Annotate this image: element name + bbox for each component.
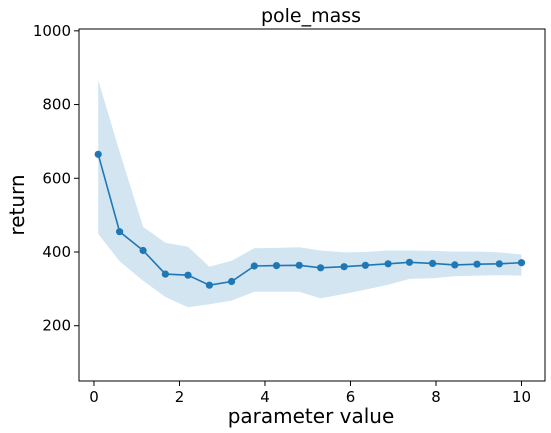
data-point (405, 258, 414, 266)
data-point (184, 271, 192, 279)
data-point (517, 259, 526, 267)
data-point (340, 263, 348, 271)
data-point (116, 228, 124, 236)
series-line-layer (97, 154, 522, 287)
data-point-layer (94, 150, 526, 289)
data-point (495, 260, 503, 268)
data-point (384, 260, 392, 268)
data-point (361, 261, 369, 269)
data-point (228, 277, 236, 286)
x-tick-label: 4 (260, 388, 270, 406)
data-point (295, 261, 303, 269)
x-tick-label: 2 (175, 388, 185, 406)
plot-frame (78, 28, 546, 382)
data-point (451, 261, 459, 269)
data-point (139, 246, 147, 255)
x-tick-label: 10 (512, 388, 531, 406)
data-point (317, 264, 325, 272)
x-axis-label: parameter value (228, 404, 395, 428)
y-tick-label: 400 (42, 243, 71, 261)
series-line (97, 154, 522, 287)
y-tick-label: 1000 (33, 22, 71, 40)
data-point (161, 270, 169, 278)
data-point (429, 259, 437, 267)
y-tick-label: 600 (42, 169, 71, 187)
y-tick-label: 200 (42, 317, 71, 335)
y-axis: 200 400 600 800 1000 (33, 22, 79, 335)
x-tick-label: 0 (89, 388, 99, 406)
x-axis: 0 2 4 6 8 10 (89, 381, 531, 406)
y-axis-label: return (5, 174, 29, 235)
data-point (205, 281, 213, 289)
data-point (250, 262, 258, 270)
confidence-band-layer (98, 80, 522, 308)
x-tick-label: 6 (346, 388, 356, 406)
chart-title: pole_mass (261, 5, 361, 27)
confidence-band (98, 80, 522, 308)
x-tick-label: 8 (431, 388, 441, 406)
data-point (272, 262, 281, 270)
data-point (473, 260, 481, 268)
y-tick-label: 800 (42, 96, 71, 114)
data-point (94, 150, 102, 158)
